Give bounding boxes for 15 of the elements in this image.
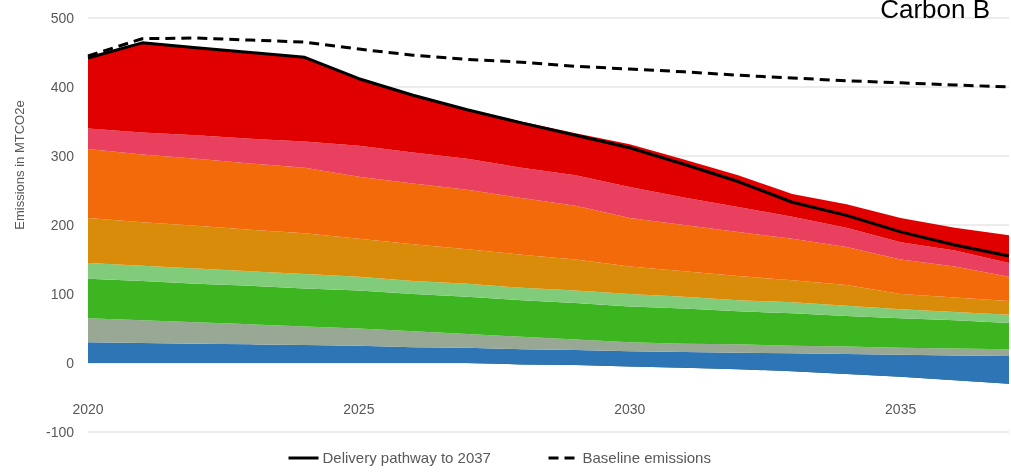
y-tick-label: -100 [45,423,75,440]
x-tick-label: 2030 [614,401,646,417]
chart-title: Carbon B [880,0,990,24]
y-tick-label: 200 [50,216,75,233]
x-tick-label: 2020 [72,401,104,417]
y-tick-label: 400 [50,78,75,95]
y-axis-title: Emissions in MTCO2e [12,100,27,230]
y-tick-label: 0 [66,354,75,371]
legend-label: Delivery pathway to 2037 [322,449,491,466]
legend-label: Baseline emissions [582,449,711,466]
y-tick-label: 500 [50,9,75,26]
x-tick-label: 2035 [885,401,917,417]
y-tick-label: 300 [50,147,75,164]
x-tick-label: 2025 [343,401,375,417]
y-tick-label: 100 [50,285,75,302]
